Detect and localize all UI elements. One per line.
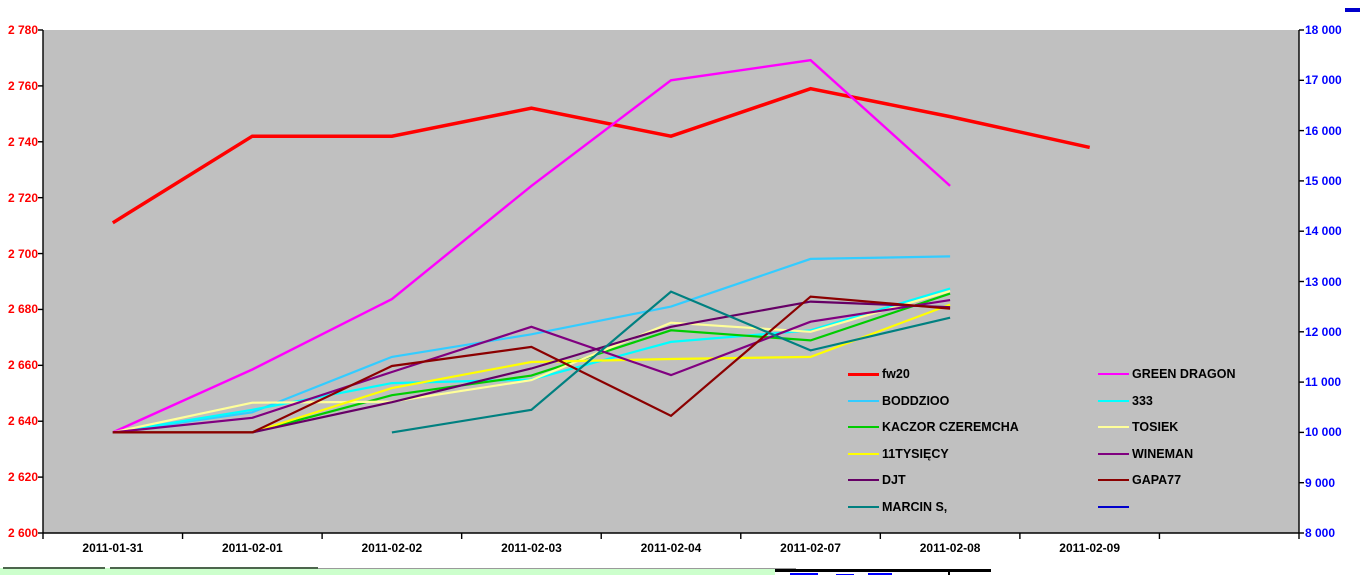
x-axis-category-label: 2011-02-03 bbox=[501, 541, 562, 555]
left-axis-tick-label: 2 700 bbox=[7, 246, 38, 261]
left-axis-tick-label: 2 640 bbox=[7, 414, 38, 429]
legend-item-boddzioo: BODDZIOO bbox=[848, 393, 949, 409]
right-axis-tick-label: 10 000 bbox=[1305, 425, 1342, 440]
legend-item-11tysi-cy: 11TYSIĘCY bbox=[848, 446, 949, 462]
legend-item-333: 333 bbox=[1098, 393, 1153, 409]
legend-line-sample bbox=[1098, 452, 1129, 455]
legend-line-sample bbox=[1098, 399, 1129, 402]
series-line-wineman bbox=[112, 299, 951, 434]
left-axis-tick-label: 2 780 bbox=[7, 23, 38, 37]
series-line-gapa77 bbox=[112, 295, 951, 434]
left-axis-tick-label: 2 720 bbox=[7, 190, 38, 205]
legend-line-sample bbox=[848, 452, 879, 455]
embedded-object-top bbox=[775, 569, 991, 575]
legend-item-kaczor-czeremcha: KACZOR CZEREMCHA bbox=[848, 419, 1019, 435]
right-axis-tick-label: 17 000 bbox=[1305, 73, 1342, 88]
legend-label: MARCIN S, bbox=[882, 500, 948, 514]
legend-label: fw20 bbox=[882, 367, 910, 381]
x-axis-category-label: 2011-02-07 bbox=[780, 541, 841, 555]
x-axis-category-label: 2011-02-01 bbox=[221, 541, 283, 555]
series-line-tosiek bbox=[112, 290, 951, 434]
left-axis-tick-label: 2 620 bbox=[7, 470, 38, 485]
legend-item-green-dragon: GREEN DRAGON bbox=[1098, 366, 1235, 382]
right-axis-tick-label: 11 000 bbox=[1305, 375, 1342, 390]
legend-label: TOSIEK bbox=[1132, 420, 1179, 435]
x-axis-category-label: 2011-02-08 bbox=[919, 541, 981, 555]
embedded-object-border bbox=[775, 569, 991, 572]
legend-label: GREEN DRAGON bbox=[1132, 367, 1236, 381]
blue-text-fragment bbox=[868, 573, 892, 575]
cell-border-segment bbox=[3, 567, 105, 569]
legend-label: 333 bbox=[1132, 393, 1153, 408]
cell-border-segment bbox=[318, 567, 796, 569]
legend-line-sample bbox=[848, 399, 879, 402]
legend-line-sample bbox=[848, 372, 879, 376]
legend-item-djt: DJT bbox=[848, 472, 906, 488]
legend-label: 11TYSIĘCY bbox=[882, 446, 949, 461]
legend-label: WINEMAN bbox=[1132, 446, 1194, 461]
legend-label: DJT bbox=[882, 473, 906, 488]
series-line-boddzioo bbox=[112, 255, 951, 434]
legend-label: BODDZIOO bbox=[882, 393, 950, 408]
legend-item-fw20: fw20 bbox=[848, 366, 910, 382]
right-axis-tick-label: 8 000 bbox=[1305, 526, 1336, 540]
worksheet-cell-band bbox=[0, 568, 796, 575]
left-axis-tick-label: 2 740 bbox=[7, 134, 38, 149]
right-axis-tick-label: 9 000 bbox=[1305, 475, 1336, 490]
plot-area bbox=[43, 30, 1299, 533]
left-axis-tick-label: 2 660 bbox=[7, 358, 38, 373]
series-line-marcin-s- bbox=[391, 290, 951, 434]
series-line-green-dragon bbox=[112, 58, 951, 434]
right-axis-tick-label: 14 000 bbox=[1305, 224, 1342, 239]
x-axis-category-label: 2011-02-09 bbox=[1059, 541, 1121, 555]
legend-item-tosiek: TOSIEK bbox=[1098, 419, 1178, 435]
legend-item-marcin-s-: MARCIN S, bbox=[848, 499, 947, 515]
blue-line-fragment-top-right bbox=[1345, 8, 1360, 12]
legend-line-sample bbox=[1098, 426, 1129, 429]
series-line-fw20 bbox=[111, 86, 1091, 225]
cell-border-segment bbox=[110, 567, 318, 569]
embedded-object-divider bbox=[948, 569, 950, 575]
legend-line-sample bbox=[1098, 506, 1129, 508]
right-axis-tick-label: 16 000 bbox=[1305, 123, 1342, 138]
left-axis-tick-label: 2 760 bbox=[7, 78, 38, 93]
legend-line-sample bbox=[1098, 479, 1129, 482]
left-axis-tick-label: 2 600 bbox=[7, 526, 38, 540]
right-axis-tick-label: 18 000 bbox=[1305, 23, 1342, 37]
right-axis-tick-label: 13 000 bbox=[1305, 274, 1342, 289]
x-axis-category-label: 2011-01-31 bbox=[82, 541, 144, 555]
legend-line-sample bbox=[848, 426, 879, 429]
legend-label: GAPA77 bbox=[1132, 473, 1182, 488]
legend-line-sample bbox=[1098, 373, 1129, 375]
legend-label: KACZOR CZEREMCHA bbox=[882, 420, 1019, 435]
legend-item-wineman: WINEMAN bbox=[1098, 446, 1193, 462]
x-axis-category-label: 2011-02-04 bbox=[640, 541, 702, 555]
legend-line-sample bbox=[848, 506, 879, 508]
legend-item-gapa77: GAPA77 bbox=[1098, 472, 1181, 488]
blue-text-fragment bbox=[836, 573, 854, 575]
x-axis-category-label: 2011-02-02 bbox=[361, 541, 423, 555]
legend-line-sample bbox=[848, 479, 879, 482]
left-axis-tick-label: 2 680 bbox=[7, 302, 38, 317]
right-axis-tick-label: 15 000 bbox=[1305, 173, 1342, 188]
right-axis-tick-label: 12 000 bbox=[1305, 324, 1342, 339]
legend-item-unnamed bbox=[1098, 499, 1132, 515]
blue-text-fragment bbox=[790, 573, 818, 575]
